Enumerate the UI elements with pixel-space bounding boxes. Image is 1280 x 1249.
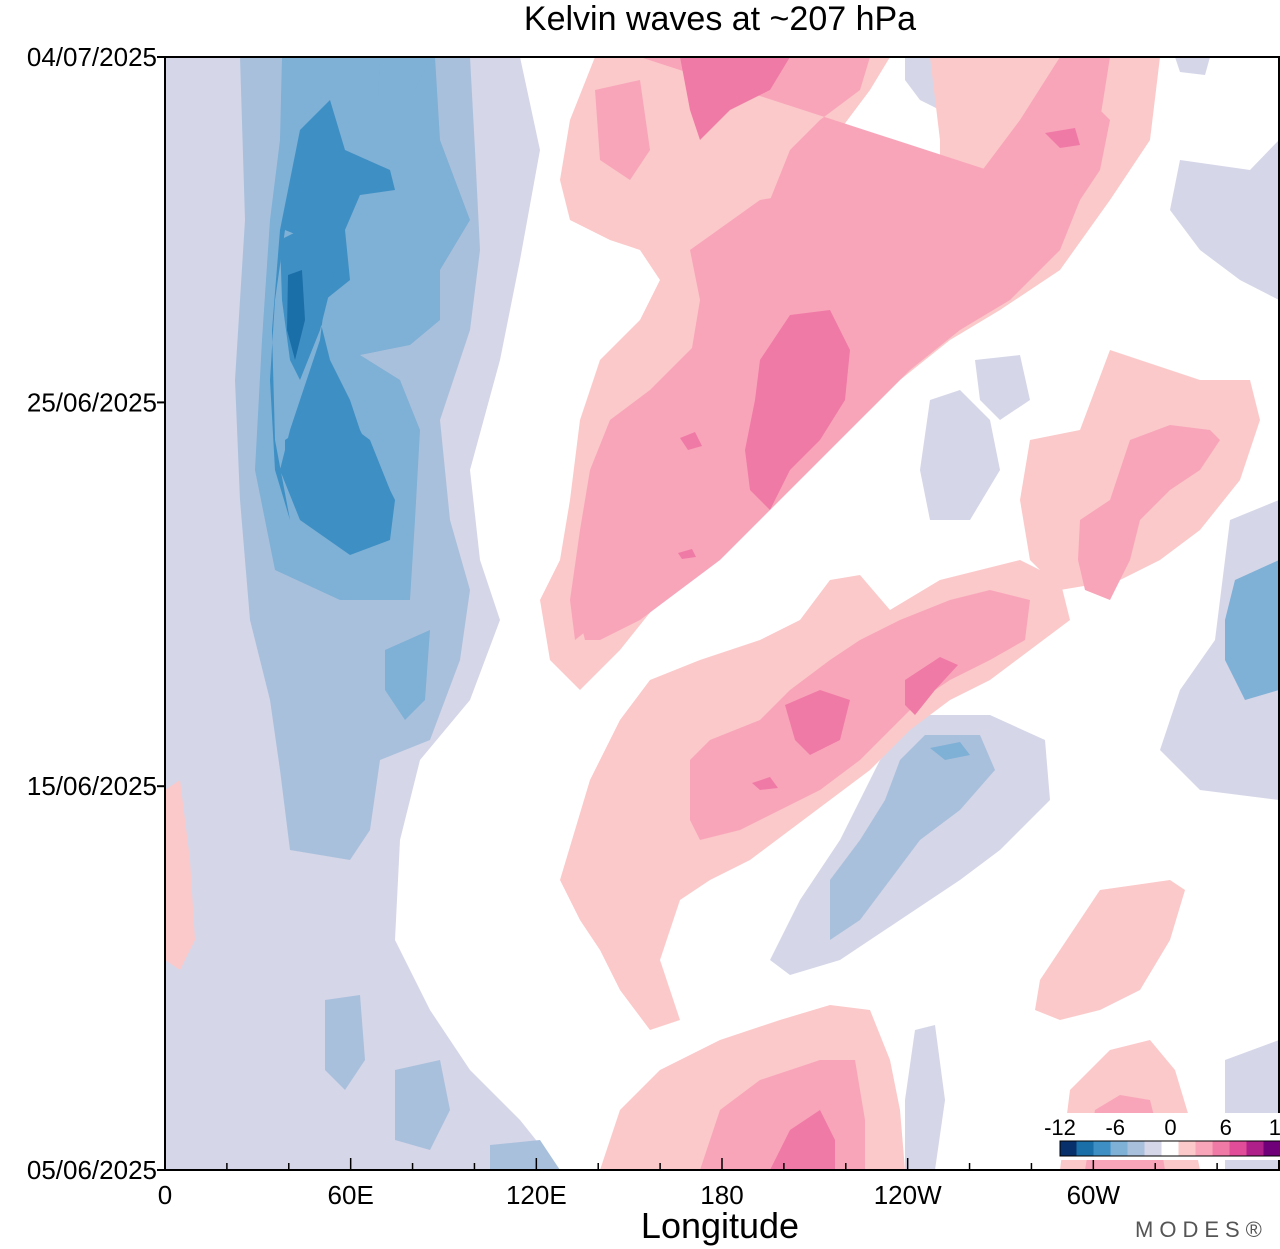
contour-pos-lvl2-east (1078, 425, 1220, 600)
contour-neg-lvl4-core-b (285, 410, 390, 550)
colorbar-swatch (1246, 1140, 1265, 1157)
x-tick-label: 0 (158, 1180, 172, 1210)
y-tick-label: 15/06/2025 (27, 771, 157, 801)
contour-neg-lvl1-mid-b (975, 355, 1030, 420)
contour-pos-lvl3-top-right (1045, 128, 1080, 148)
contour-pos-lvl3-bottom (770, 1110, 835, 1170)
contour-pos-lvl3-dot-c (752, 777, 778, 790)
plot-area (165, 57, 1279, 1170)
colorbar-swatch (1076, 1140, 1095, 1157)
x-tick-label: 120W (874, 1180, 942, 1210)
contour-pos-lvl2-fill (595, 80, 650, 180)
contour-pos-lvl3-main (745, 310, 850, 510)
x-tick-label: 180 (700, 1180, 743, 1210)
contour-pos-lvl1-lowright (1035, 880, 1185, 1020)
contour-neg-lvl2-bottom-c (490, 1140, 560, 1170)
contour-neg-lvl3-east-blob (385, 630, 430, 720)
colorbar-swatch (1229, 1140, 1248, 1157)
chart-title: Kelvin waves at ~207 hPa (524, 0, 916, 38)
colorbar-swatch (1110, 1140, 1129, 1157)
contour-neg-lvl3-se (930, 742, 970, 760)
colorbar-swatch (1161, 1140, 1180, 1157)
colorbar-swatch (1127, 1140, 1146, 1157)
contour-neg-lvl1-bottom (905, 1025, 945, 1170)
colorbar-label: -6 (1105, 1115, 1125, 1140)
x-tick-label: 120E (506, 1180, 567, 1210)
contour-pos-lvl3-second-b (905, 657, 958, 715)
contour-neg-lvl1-top-right-b (1175, 57, 1210, 75)
colorbar-swatch (1263, 1140, 1280, 1157)
colorbar-label: -12 (1044, 1115, 1076, 1140)
colorbar-frame (1059, 1140, 1280, 1157)
contour-neg-lvl1-mid (920, 390, 1000, 520)
x-tick-label: 60E (328, 1180, 374, 1210)
contour-pos-lvl2-second (690, 590, 1030, 840)
colorbar-swatch (1178, 1140, 1197, 1157)
colorbar-label: 0 (1164, 1115, 1176, 1140)
colorbar-label: 12 (1269, 1115, 1280, 1140)
colorbar-swatch (1093, 1140, 1112, 1157)
x-axis-label: Longitude (641, 1205, 799, 1246)
contour-neg-lvl3-fareast (1225, 560, 1279, 700)
contour-pos-lvl3-dot-a (680, 432, 702, 450)
colorbar-swatch (1144, 1140, 1163, 1157)
y-tick-label: 25/06/2025 (27, 387, 157, 417)
contour-neg-lvl1-fareast (1170, 140, 1279, 300)
contour-pos-lvl3-dot-b (678, 549, 696, 559)
axes: 0 60E 120E 180 120W 60W 05/06/2025 15/06/2025 25… (27, 42, 1280, 1210)
colorbar-swatch (1195, 1140, 1214, 1157)
contour-neg-lvl5-core (287, 270, 305, 360)
contour-neg-lvl2-se (830, 735, 995, 940)
colorbar-label: 6 (1220, 1115, 1232, 1140)
y-tick-label: 05/06/2025 (27, 1155, 157, 1185)
contour-pos-lvl3-second (785, 690, 850, 755)
contour-neg-lvl2-blob-top (378, 57, 430, 105)
colorbar-swatch (1212, 1140, 1231, 1157)
contour-pos-lvl1-left-edge (165, 780, 195, 970)
contour-neg-lvl2-south-b (395, 1060, 450, 1150)
x-tick-label: 60W (1067, 1180, 1121, 1210)
colorbar: -12 -6 0 6 12 (1044, 1113, 1280, 1160)
contour-pos-lvl3-top (680, 57, 790, 140)
colorbar-swatch (1059, 1140, 1078, 1157)
contour-neg-lvl2-south (325, 995, 365, 1090)
modes-logo: MODES® (1135, 1217, 1268, 1242)
y-tick-label: 04/07/2025 (27, 42, 157, 72)
